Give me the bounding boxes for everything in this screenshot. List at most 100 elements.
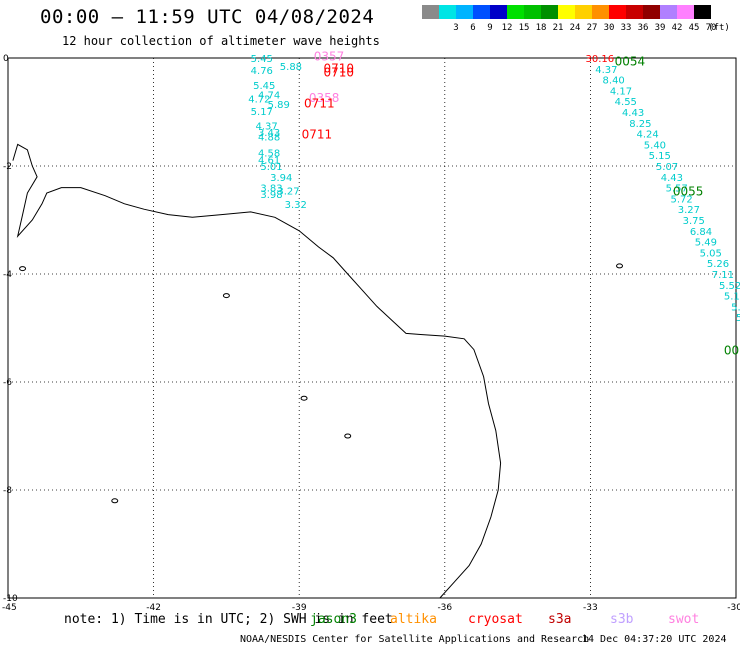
legend-label: 33 [620, 23, 632, 33]
legend-label: 42 [671, 23, 683, 33]
map-frame [7, 57, 737, 599]
lon-tick-label: -42 [146, 603, 161, 613]
legend-label: 12 [501, 23, 513, 33]
legend-label: 6 [470, 23, 476, 33]
swh-value: 4.76 [251, 66, 273, 77]
swh-value: 6.84 [690, 227, 712, 238]
swh-value: 4.55 [615, 97, 637, 108]
swh-value: 5.52 [719, 281, 740, 292]
legend-swatch [490, 5, 507, 19]
legend-swatch [626, 5, 643, 19]
swh-value: 4.43 [622, 108, 644, 119]
swh-value: 5.88 [280, 62, 302, 73]
swh-value: 5.45 [253, 81, 275, 92]
swh-value: 5.17 [251, 107, 273, 118]
legend-swatch [609, 5, 626, 19]
legend-label: 9 [487, 23, 493, 33]
lat-tick-label: -2 [3, 162, 12, 172]
swh-value: 3.94 [270, 173, 292, 184]
legend-label: 36 [637, 23, 649, 33]
legend-label: 15 [518, 23, 530, 33]
lon-tick-label: -36 [437, 603, 452, 613]
lat-tick-label: -4 [3, 270, 12, 280]
legend-swatch [456, 5, 473, 19]
legend-swatch [422, 5, 439, 19]
swh-value: 5.05 [700, 248, 722, 259]
swh-value: 4.43 [661, 173, 683, 184]
track-time-label: 0710 [323, 62, 354, 76]
lat-tick-label: 0 [3, 54, 9, 64]
footer-note: note: 1) Time is in UTC; 2) SWH is in fe… [64, 612, 393, 627]
swh-value: 5.89 [268, 100, 290, 111]
swh-value: 4.61 [258, 156, 280, 167]
satellite-cryosat: cryosat [468, 612, 523, 627]
credit-text: NOAA/NESDIS Center for Satellite Applica… [240, 634, 590, 645]
swh-value: 30.16 [586, 54, 615, 65]
satellite-s3b: s3b [610, 612, 634, 627]
swh-value: 5.40 [644, 140, 666, 151]
timestamp-text: 14 Dec 04:37:20 UTC 2024 [582, 634, 727, 645]
coastline [12, 143, 502, 599]
swh-value: 4.17 [610, 86, 632, 97]
swh-value: 4.88 [258, 132, 280, 143]
swh-value: 5.16 [724, 292, 740, 303]
satellite-jason3: jason3 [310, 612, 357, 627]
legend-swatch [660, 5, 677, 19]
swh-value: 5.45 [251, 54, 273, 65]
swh-value: 4.37 [256, 122, 278, 133]
legend-swatch [592, 5, 609, 19]
swh-value: 3.27 [277, 186, 299, 197]
legend-label: 3 [453, 23, 459, 33]
swh-value: 3.32 [285, 200, 307, 211]
lon-tick-label: -33 [583, 603, 598, 613]
legend-swatch [524, 5, 541, 19]
legend-swatch [643, 5, 660, 19]
swh-value: 5.72 [670, 194, 692, 205]
swh-value: 5.49 [695, 238, 717, 249]
swh-value: 3.27 [678, 205, 700, 216]
legend-unit: (ft) [708, 23, 730, 33]
lat-tick-label: -10 [3, 594, 18, 604]
swh-value: 3.43 [258, 128, 280, 139]
legend-swatch [694, 5, 711, 19]
chart-subtitle: 12 hour collection of altimeter wave hei… [62, 34, 380, 48]
island [19, 266, 27, 272]
swh-value: 8.25 [629, 119, 651, 130]
swh-value: 5.84 [731, 302, 740, 313]
legend-swatch [473, 5, 490, 19]
legend-label: 18 [535, 23, 547, 33]
legend-swatch [439, 5, 456, 19]
swh-value: 4.58 [258, 149, 280, 160]
legend-label: 70 [705, 23, 717, 33]
swh-value: 5.57 [666, 184, 688, 195]
satellite-s3a: s3a [548, 612, 572, 627]
satellite-altika: altika [390, 612, 437, 627]
swh-value: 8.40 [603, 76, 625, 87]
swh-value: 7.11 [712, 270, 734, 281]
legend-label: 24 [569, 23, 581, 33]
legend-label: 39 [654, 23, 666, 33]
swh-value: 3.83 [260, 184, 282, 195]
swh-value: 5.26 [707, 259, 729, 270]
island [616, 263, 624, 269]
legend-swatch [558, 5, 575, 19]
swh-value: 5.07 [656, 162, 678, 173]
island [344, 433, 352, 439]
lat-tick-label: -6 [3, 378, 12, 388]
legend-label: 21 [552, 23, 564, 33]
swh-value: 3.98 [260, 190, 282, 201]
legend-label: 45 [688, 23, 700, 33]
track-time-label: 0358 [309, 91, 340, 105]
lon-tick-label: -30 [727, 603, 740, 613]
island [222, 293, 230, 299]
legend-swatch [677, 5, 694, 19]
swh-value: 4.37 [595, 65, 617, 76]
island [111, 498, 119, 504]
legend-label: 27 [586, 23, 598, 33]
legend-swatch [575, 5, 592, 19]
swh-value: 4.72 [248, 95, 270, 106]
legend-swatch [507, 5, 524, 19]
track-time-label: 0357 [314, 49, 345, 63]
track-time-label: 0056 [724, 344, 740, 358]
